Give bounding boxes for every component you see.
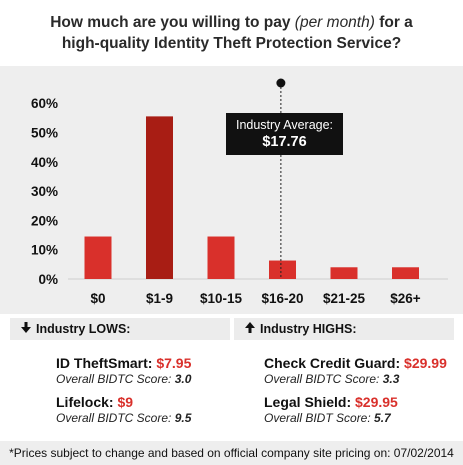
industry-highs-header: Industry HIGHS: [234, 318, 454, 340]
entry-name-line: ID TheftSmart: $7.95 [56, 355, 192, 371]
x-tick-label: $1-9 [146, 291, 173, 306]
chart-title: How much are you willing to pay (per mon… [0, 12, 463, 54]
x-tick-label: $21-25 [323, 291, 366, 306]
entry-name-line: Check Credit Guard: $29.99 [264, 355, 447, 371]
low-entry-idtheftsmart: ID TheftSmart: $7.95 Overall BIDTC Score… [56, 355, 191, 387]
entry-score: 3.0 [174, 372, 192, 386]
industry-lows-header: Industry LOWS: [10, 318, 230, 340]
pricing-footnote: *Prices subject to change and based on o… [0, 441, 463, 465]
entry-score-line: Overall BIDT Score: 5.7 [264, 411, 391, 425]
bar-0 [84, 236, 112, 279]
low-entry-lifelock: Lifelock: $9 Overall BIDTC Score: 9.5 [56, 394, 191, 426]
bar-1 [146, 116, 173, 279]
y-tick-label: 60% [31, 96, 58, 111]
industry-highs-label: Industry HIGHS: [260, 322, 357, 336]
y-tick-label: 10% [31, 243, 58, 258]
title-line-2: high-quality Identity Theft Protection S… [61, 35, 402, 52]
entry-name-line: Lifelock: $9 [56, 394, 134, 410]
industry-average-dot [276, 78, 286, 88]
entry-price: $29.99 [404, 355, 447, 371]
x-tick-label: $26+ [390, 291, 421, 306]
entry-price: $29.95 [355, 394, 398, 410]
entry-name-line: Legal Shield: $29.95 [264, 394, 398, 410]
entry-price: $9 [117, 394, 134, 410]
entry-score: 9.5 [174, 411, 192, 425]
bar-chart: 0% 10% 20% 30% 40% 50% 60% $0 $1-9 $10-15 $16-20 $2… [31, 78, 448, 306]
x-tick-label: $0 [90, 291, 105, 306]
x-tick-label: $10-15 [200, 291, 243, 306]
y-tick-label: 30% [31, 184, 58, 199]
arrow-up-icon [244, 318, 256, 340]
entry-score-line: Overall BIDTC Score: 3.0 [56, 372, 192, 386]
bar-2 [207, 236, 235, 279]
y-tick-label: 20% [31, 213, 58, 228]
arrow-down-icon [20, 318, 32, 340]
high-entry-legal-shield: Legal Shield: $29.95 Overall BIDT Score:… [264, 394, 398, 426]
title-line-1: How much are you willing to pay (per mon… [50, 14, 413, 31]
bar-5 [392, 267, 419, 279]
entry-score-line: Overall BIDTC Score: 3.3 [264, 372, 400, 386]
industry-average-label: Industry Average: [235, 118, 334, 132]
x-tick-label: $16-20 [261, 291, 303, 306]
entry-price: $7.95 [156, 355, 192, 371]
entry-score-line: Overall BIDTC Score: 9.5 [56, 411, 192, 425]
industry-lows-label: Industry LOWS: [36, 322, 131, 336]
industry-average-callout: Industry Average: $17.76 [226, 113, 343, 155]
y-tick-label: 40% [31, 155, 58, 170]
entry-score: 5.7 [374, 411, 391, 425]
y-tick-label: 50% [31, 126, 58, 141]
bar-3 [269, 260, 296, 279]
entry-score: 3.3 [382, 372, 400, 386]
bar-4 [330, 267, 358, 279]
chart-panel: 0% 10% 20% 30% 40% 50% 60% $0 $1-9 $10-15 $16-20 $2… [0, 66, 463, 314]
y-tick-label: 0% [38, 272, 58, 287]
industry-average-value: $17.76 [262, 134, 307, 150]
high-entry-check-credit-guard: Check Credit Guard: $29.99 Overall BIDTC… [264, 355, 447, 387]
